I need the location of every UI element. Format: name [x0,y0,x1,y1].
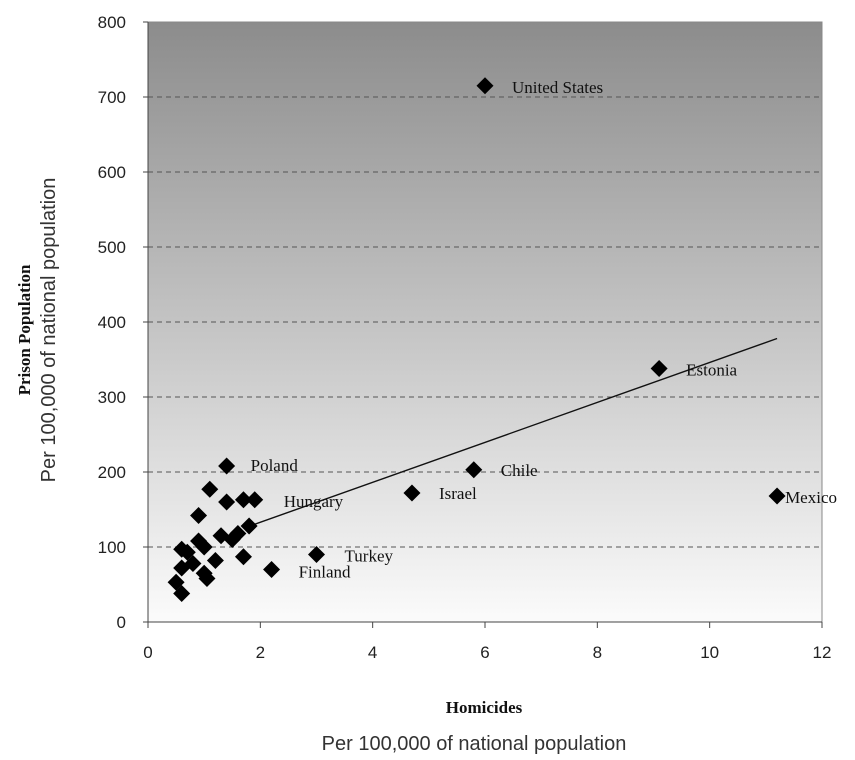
axes: 0 100 200 300 400 500 600 700 800 0 2 4 6 8 10 12 [98,13,832,662]
point-label: Israel [439,484,477,503]
x-tick-label: 8 [593,643,602,662]
data-point [190,507,208,524]
point-label: Hungary [284,492,344,511]
x-tick-label: 4 [368,643,377,662]
y-tick-label: 200 [98,463,126,482]
data-point [206,552,224,569]
data-point [218,493,236,511]
y-tick-label: 300 [98,388,126,407]
data-point [403,484,421,502]
data-point [218,457,236,475]
point-label: Poland [251,456,299,475]
data-point [195,538,213,556]
y-tick-label: 500 [98,238,126,257]
y-tick-label: 0 [117,613,126,632]
y-tick-label: 400 [98,313,126,332]
data-point [246,491,264,509]
gridlines [148,96,822,548]
data-point [240,517,258,535]
data-point [173,559,191,577]
y-tick-label: 800 [98,13,126,32]
data-point [173,585,191,602]
data-point [476,77,494,95]
trendline [243,337,778,529]
point-label: Chile [501,461,538,480]
y-tick-label: 600 [98,163,126,182]
x-tick-label: 12 [813,643,832,662]
data-point [234,491,252,509]
data-point [198,570,216,587]
point-label: Estonia [686,361,737,380]
x-tick-label: 6 [480,643,489,662]
y-axis-title: Prison Population [15,264,34,396]
data-point [308,546,325,563]
point-label: Turkey [345,547,394,566]
y-tick-label: 100 [98,538,126,557]
y-tick-label: 700 [98,88,126,107]
x-axis-title: Homicides [445,698,523,717]
data-point [768,487,786,505]
point-label: United States [512,78,603,97]
point-label: Mexico [785,488,837,507]
data-point [234,548,252,566]
x-axis-subtitle: Per 100,000 of national population [321,733,627,755]
y-axis-subtitle: Per 100,000 of national population [38,177,60,483]
data-point [201,480,219,498]
x-tick-label: 0 [143,643,152,662]
point-labels: United States Estonia Mexico Chile Israel Tur… [251,78,837,582]
point-label: Finland [299,563,351,582]
y-axis-title-group: Prison Population Per 100,000 of nationa… [14,178,62,483]
trendline-group [243,337,778,529]
x-tick-label: 2 [256,643,265,662]
data-points [167,77,786,602]
data-point [650,360,668,377]
data-point [229,525,247,542]
x-tick-label: 10 [700,643,719,662]
data-point [465,461,483,479]
data-point [263,561,281,578]
